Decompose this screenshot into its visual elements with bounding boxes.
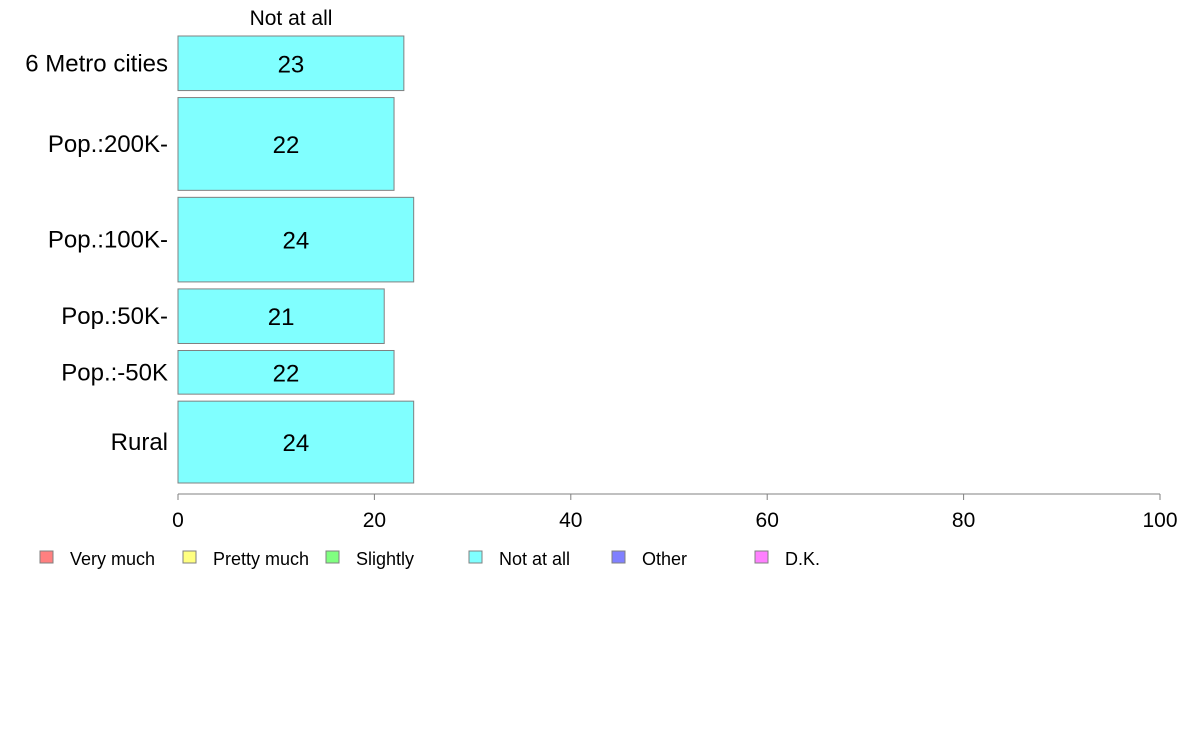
legend-label: Not at all [499, 549, 570, 569]
legend-label: Very much [70, 549, 155, 569]
bar-segment [177, 97, 395, 191]
legend-swatch [611, 550, 626, 564]
column-header: Not at all [250, 7, 333, 30]
data-label: 22 [273, 360, 300, 387]
data-label: 24 [282, 430, 309, 457]
category-label: Pop.:200K- [48, 131, 168, 158]
bar-segment [177, 35, 405, 92]
x-tick-label: 40 [559, 509, 582, 532]
bar-segment [177, 196, 415, 283]
x-tick-label: 100 [1142, 509, 1177, 532]
category-label: Rural [111, 429, 168, 456]
bar-segment [177, 349, 395, 395]
legend-swatch [754, 550, 769, 564]
category-label: 6 Metro cities [25, 50, 168, 77]
legend-label: D.K. [785, 549, 820, 569]
data-label: 21 [268, 304, 295, 331]
legend-label: Other [642, 549, 687, 569]
x-tick-label: 20 [363, 509, 386, 532]
bar-segment [177, 288, 385, 344]
data-label: 22 [273, 132, 300, 159]
legend-label: Pretty much [213, 549, 309, 569]
x-tick-label: 60 [756, 509, 779, 532]
labels-layer: Not at all 6 Metro cities 23 Pop.:200K- 22 Po… [25, 7, 332, 457]
category-label: Pop.:100K- [48, 227, 168, 254]
x-axis: 0 20 40 60 80 100 [172, 493, 1178, 532]
category-label: Pop.:-50K [61, 359, 168, 386]
bar-segment [177, 400, 415, 484]
legend-swatch [182, 550, 197, 564]
x-tick-label: 0 [172, 509, 184, 532]
legend-swatch [468, 550, 483, 564]
legend-swatch [325, 550, 340, 564]
category-label: Pop.:50K- [61, 303, 168, 330]
data-label: 24 [282, 228, 309, 255]
data-label: 23 [278, 51, 305, 78]
x-tick-label: 80 [952, 509, 975, 532]
legend-swatch [39, 550, 54, 564]
bars-layer [177, 35, 415, 484]
legend-label: Slightly [356, 549, 414, 569]
legend: Very much Pretty much Slightly Not at all Ot… [39, 549, 820, 569]
